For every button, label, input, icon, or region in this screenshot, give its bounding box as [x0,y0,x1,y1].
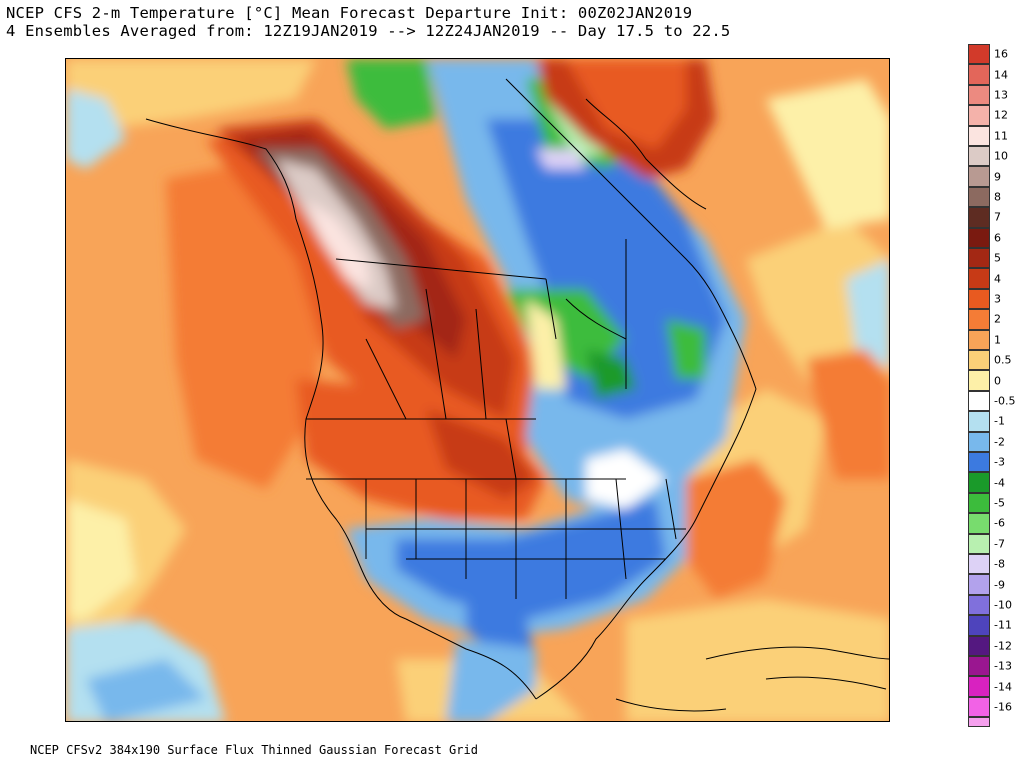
legend-label: 9 [994,170,1001,184]
legend-label: 4 [994,272,1001,286]
legend-swatch [968,350,990,371]
chart-title-line-2: 4 Ensembles Averaged from: 12Z19JAN2019 … [6,22,731,40]
legend-swatch [968,44,990,65]
legend-label: 3 [994,292,1001,306]
legend-swatch [968,84,990,106]
legend-swatch [968,533,990,554]
legend-label: 13 [994,88,1008,102]
legend-swatch [968,227,990,248]
legend-label: 12 [994,108,1008,122]
legend-label: 6 [994,231,1001,245]
legend-label: -10 [994,598,1012,612]
coastlines-and-borders [145,78,889,712]
legend-swatch [968,676,990,697]
legend-swatch [968,615,990,636]
legend-swatch [968,513,990,534]
legend-swatch [968,594,990,616]
legend-swatch [968,329,990,350]
legend-label: 11 [994,129,1008,143]
legend-label: -6 [994,516,1005,530]
legend-swatch [968,186,990,208]
temperature-anomaly-map [65,58,890,722]
legend-swatch [968,411,990,432]
legend-swatch [968,452,990,473]
legend-label: -13 [994,659,1012,673]
legend-swatch [968,268,990,289]
legend-label: 2 [994,312,1001,326]
legend-label: -3 [994,455,1005,469]
legend-label: 10 [994,149,1008,163]
legend-label: -8 [994,557,1005,571]
legend-label: 8 [994,190,1001,204]
legend-label: 0 [994,374,1001,388]
legend-label: -7 [994,537,1005,551]
legend-label: 0.5 [994,353,1012,367]
legend-swatch-bottom [968,717,990,728]
legend-swatch [968,64,990,85]
legend-label: -0.5 [994,394,1016,408]
legend-swatch [968,370,990,391]
legend-swatch [968,288,990,310]
legend-label: -5 [994,496,1005,510]
legend-swatch [968,492,990,514]
legend-label: 1 [994,333,1001,347]
legend-swatch [968,696,990,718]
legend-label: 5 [994,251,1001,265]
legend-label: -4 [994,476,1005,490]
legend-swatch [968,390,990,412]
legend-swatch [968,105,990,126]
legend-label: -16 [994,700,1012,714]
legend-swatch [968,248,990,269]
legend-label: 7 [994,210,1001,224]
legend-label: -1 [994,414,1005,428]
legend-swatch [968,431,990,452]
legend-swatch [968,309,990,330]
legend-label: -12 [994,639,1012,653]
legend-label: 14 [994,68,1008,82]
legend-swatch [968,574,990,595]
anomaly-shading [66,59,889,721]
legend-swatch [968,207,990,228]
footer-grid-note: NCEP CFSv2 384x190 Surface Flux Thinned … [30,743,478,757]
legend-label: 16 [994,47,1008,61]
legend-swatch [968,146,990,167]
chart-title-line-1: NCEP CFS 2-m Temperature [°C] Mean Forec… [6,4,693,22]
legend-label: -9 [994,578,1005,592]
legend-swatch [968,656,990,677]
legend-swatch [968,472,990,493]
legend-label: -11 [994,618,1012,632]
map-canvas [66,59,889,721]
legend-swatch [968,554,990,575]
legend-swatch [968,635,990,656]
legend-label: -2 [994,435,1005,449]
legend-swatch [968,166,990,187]
legend-label: -14 [994,680,1012,694]
legend-swatch [968,125,990,146]
